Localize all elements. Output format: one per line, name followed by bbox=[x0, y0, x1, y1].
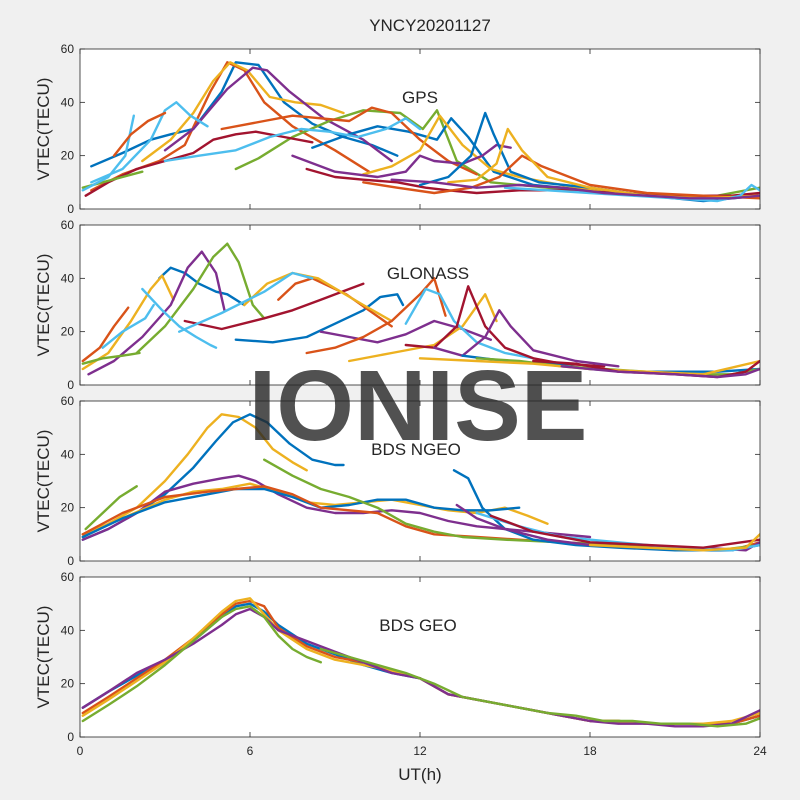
y-tick-label: 20 bbox=[61, 149, 75, 163]
watermark: IONISE bbox=[249, 350, 588, 462]
x-axis-label: UT(h) bbox=[398, 765, 441, 784]
y-tick-label: 40 bbox=[61, 623, 75, 637]
series-line-11 bbox=[163, 117, 422, 163]
panel-2: 0 20 40 60 VTEC(TECU) BDS NGEO bbox=[34, 394, 761, 568]
series-line-6 bbox=[183, 282, 365, 331]
y-axis-label: VTEC(TECU) bbox=[34, 78, 53, 181]
x-tick-label: 0 bbox=[77, 744, 84, 758]
series-line-10 bbox=[291, 143, 512, 179]
series-line-3 bbox=[163, 66, 393, 163]
series-line-2 bbox=[81, 274, 175, 371]
series-line-8 bbox=[220, 106, 478, 176]
plot-area bbox=[80, 577, 760, 737]
series-line-12 bbox=[305, 167, 760, 197]
panel-label: GPS bbox=[402, 88, 438, 107]
series-group bbox=[81, 597, 760, 728]
y-axis-label: VTEC(TECU) bbox=[34, 430, 53, 533]
series-line-3 bbox=[81, 607, 760, 728]
series-line-2 bbox=[84, 485, 138, 531]
y-tick-label: 20 bbox=[61, 677, 75, 691]
y-tick-label: 0 bbox=[67, 202, 74, 216]
y-tick-label: 60 bbox=[61, 218, 75, 232]
y-tick-label: 20 bbox=[61, 501, 75, 515]
y-axis-label: VTEC(TECU) bbox=[34, 606, 53, 709]
y-tick-label: 40 bbox=[61, 271, 75, 285]
y-axis-label: VTEC(TECU) bbox=[34, 254, 53, 357]
series-group bbox=[81, 61, 760, 203]
panel-1: 0 20 40 60 VTEC(TECU) GLONASS bbox=[34, 218, 761, 392]
series-line-1 bbox=[81, 306, 130, 363]
series-line-14 bbox=[404, 287, 535, 360]
series-line-12 bbox=[305, 277, 447, 355]
series-line-7 bbox=[234, 293, 405, 344]
x-tick-label: 12 bbox=[413, 744, 427, 758]
x-tick-label: 18 bbox=[583, 744, 597, 758]
x-tick-label: 24 bbox=[753, 744, 767, 758]
series-line-5 bbox=[319, 647, 760, 728]
x-tick-label: 6 bbox=[247, 744, 254, 758]
series-line-0 bbox=[158, 266, 246, 307]
panel-label: BDS GEO bbox=[379, 616, 456, 635]
series-line-11 bbox=[489, 514, 760, 549]
plot-area bbox=[80, 401, 760, 561]
series-line-4 bbox=[81, 605, 322, 723]
series-line-5 bbox=[90, 101, 209, 184]
panel-label: GLONASS bbox=[387, 264, 469, 283]
figure-title: YNCY20201127 bbox=[369, 16, 491, 35]
series-line-2 bbox=[141, 61, 345, 163]
series-line-14 bbox=[362, 154, 760, 200]
y-tick-label: 20 bbox=[61, 325, 75, 339]
series-line-9 bbox=[243, 271, 393, 323]
panel-label: BDS NGEO bbox=[371, 440, 461, 459]
series-line-5 bbox=[141, 287, 218, 349]
series-line-10 bbox=[177, 271, 314, 333]
y-tick-label: 60 bbox=[61, 394, 75, 408]
y-tick-label: 40 bbox=[61, 447, 75, 461]
series-line-12 bbox=[588, 533, 760, 552]
series-line-16 bbox=[433, 309, 620, 368]
series-group bbox=[81, 242, 760, 379]
series-line-3 bbox=[81, 474, 592, 541]
series-line-22 bbox=[81, 351, 141, 365]
y-tick-label: 0 bbox=[67, 378, 74, 392]
panel-3: 0 20 40 60 0 6 12 18 24 VTEC(TECU) BDS GEO bbox=[34, 570, 767, 758]
y-tick-label: 60 bbox=[61, 570, 75, 584]
panel-0: 0 20 40 60 VTEC(TECU) GPS bbox=[34, 42, 761, 216]
y-tick-label: 0 bbox=[67, 554, 74, 568]
y-tick-label: 40 bbox=[61, 95, 75, 109]
series-line-23 bbox=[101, 303, 155, 349]
series-line-6 bbox=[84, 130, 314, 197]
series-line-17 bbox=[390, 178, 760, 200]
series-line-20 bbox=[112, 111, 167, 157]
y-tick-label: 0 bbox=[67, 730, 74, 744]
y-tick-label: 60 bbox=[61, 42, 75, 56]
series-line-21 bbox=[560, 365, 760, 379]
series-group bbox=[81, 413, 760, 552]
